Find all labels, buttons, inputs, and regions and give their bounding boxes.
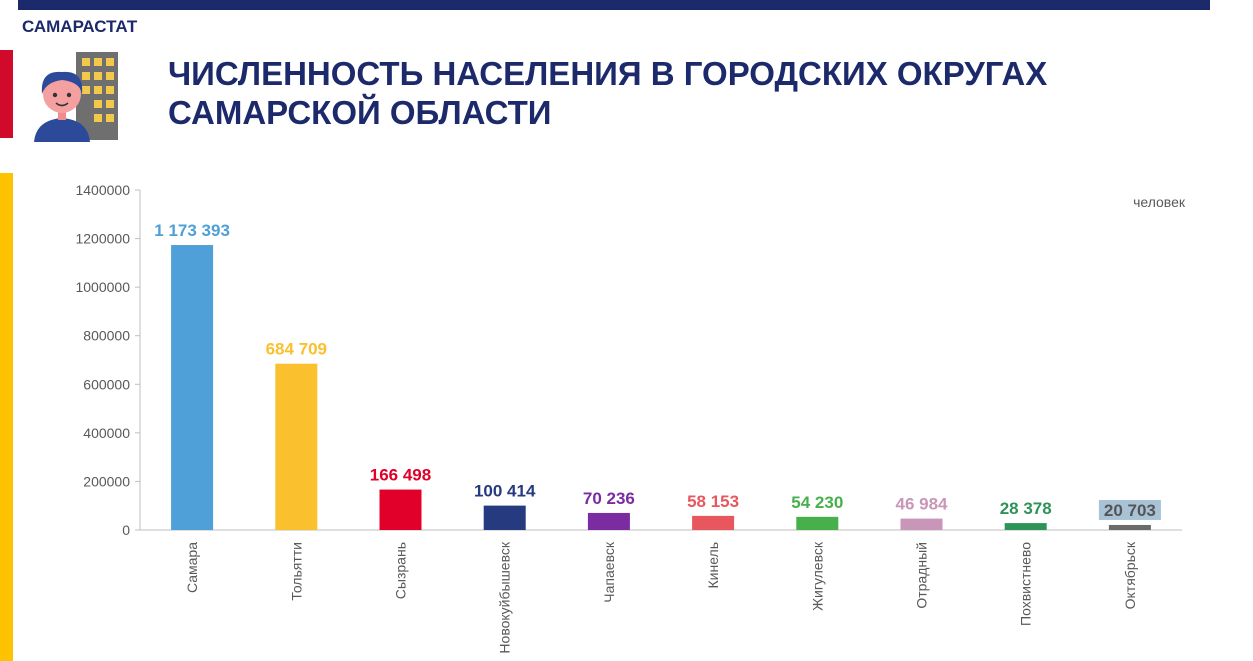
bar-10: [1108, 524, 1151, 530]
title-line-1: ЧИСЛЕННОСТЬ НАСЕЛЕНИЯ В ГОРОДСКИХ ОКРУГА…: [168, 55, 1048, 92]
page-title: ЧИСЛЕННОСТЬ НАСЕЛЕНИЯ В ГОРОДСКИХ ОКРУГА…: [168, 54, 1047, 132]
value-label: 684 709: [266, 340, 327, 359]
bar-5: [587, 512, 630, 530]
accent-bar-yellow: [0, 173, 13, 661]
category-label: Самара: [184, 542, 200, 593]
y-tick-label: 1400000: [75, 182, 130, 198]
category-label: Жигулевск: [809, 541, 825, 611]
value-label: 20 703: [1104, 501, 1156, 520]
y-tick-label: 200000: [83, 473, 130, 489]
bar-1: [171, 245, 214, 530]
category-label: Тольятти: [288, 542, 304, 601]
value-label: 1 173 393: [154, 221, 230, 240]
bar-6: [692, 515, 735, 530]
category-label: Новокуйбышевск: [497, 541, 513, 653]
brand-label: САМАРАСТАТ: [22, 17, 138, 36]
category-label: Чапаевск: [601, 541, 617, 603]
population-bar-chart: 0 200000 400000 600000 800000 1000000 1200000 1…: [75, 182, 1186, 654]
category-label: Похвистнево: [1018, 542, 1034, 626]
category-label: Сызрань: [393, 542, 409, 599]
title-line-2: САМАРСКОЙ ОБЛАСТИ: [168, 94, 552, 131]
bar-7: [796, 516, 839, 530]
y-tick-label: 400000: [83, 425, 130, 441]
bar-9: [1004, 523, 1047, 530]
y-tick-label: 1000000: [75, 279, 130, 295]
accent-bar-red: [0, 50, 13, 138]
bar-2: [275, 363, 318, 530]
resident-building-icon: [34, 52, 118, 142]
value-label: 28 378: [1000, 499, 1052, 518]
y-tick-label: 1200000: [75, 231, 130, 247]
bar-8: [900, 518, 943, 530]
value-label: 54 230: [791, 493, 843, 512]
bar-4: [483, 505, 526, 530]
top-bar: [18, 0, 1210, 10]
category-label: Отрадный: [914, 542, 930, 609]
y-tick-label: 800000: [83, 328, 130, 344]
category-label: Октябрьск: [1122, 541, 1138, 609]
value-label: 58 153: [687, 492, 739, 511]
value-label: 70 236: [583, 489, 635, 508]
category-label: Кинель: [705, 542, 721, 589]
unit-label: человек: [1133, 194, 1186, 210]
y-tick-label: 600000: [83, 376, 130, 392]
bar-3: [379, 489, 422, 530]
y-tick-label: 0: [122, 522, 130, 538]
value-label: 46 984: [896, 495, 949, 514]
value-label-highlight: [1098, 499, 1161, 520]
value-label: 100 414: [474, 482, 536, 501]
value-label: 166 498: [370, 466, 431, 485]
